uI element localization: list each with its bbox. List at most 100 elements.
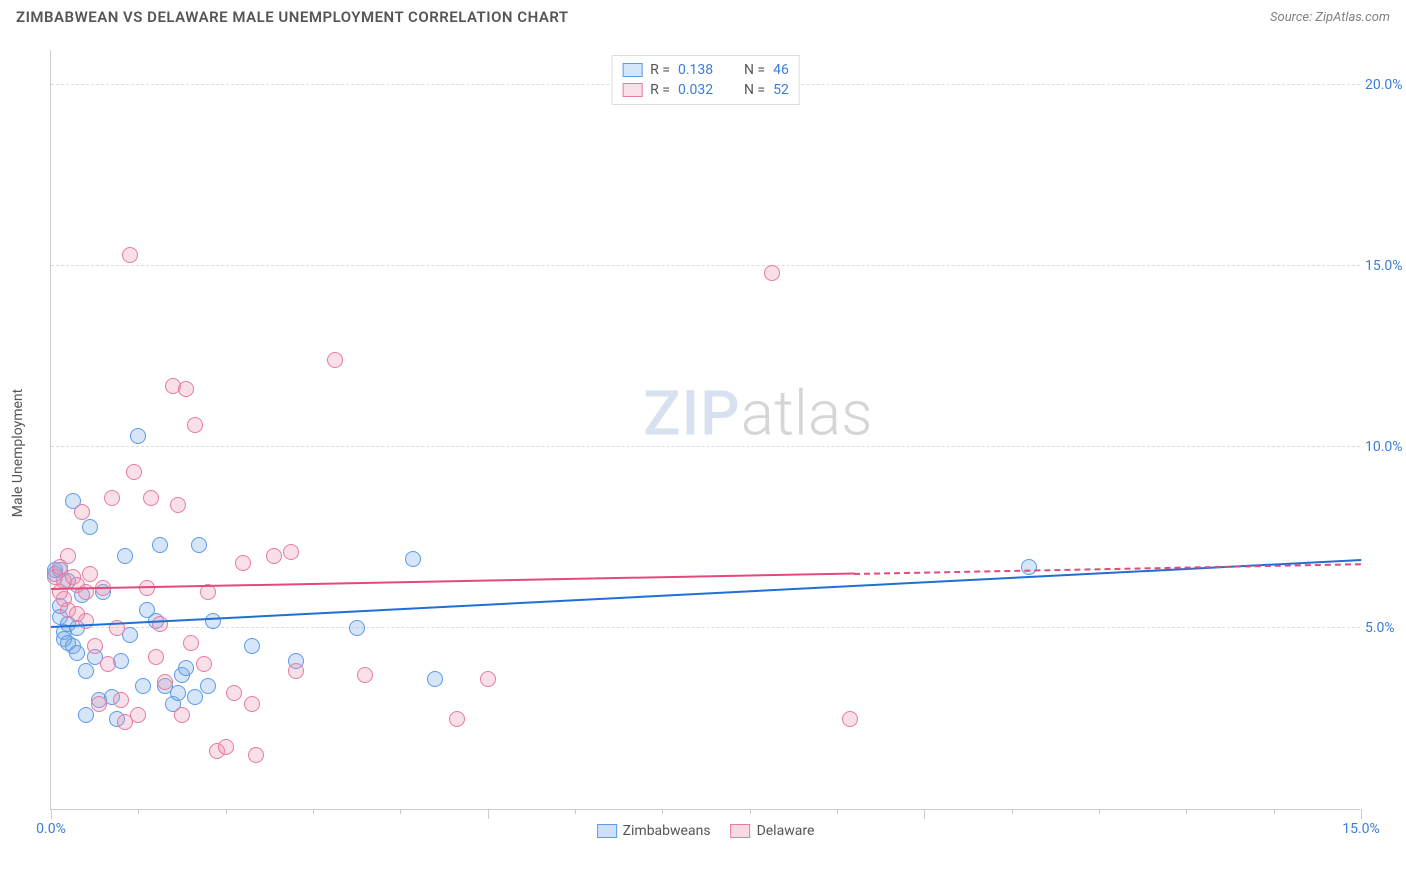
data-point: [69, 645, 85, 661]
data-point: [248, 747, 264, 763]
data-point: [78, 707, 94, 723]
x-tick-label: 0.0%: [36, 821, 66, 837]
data-point: [60, 548, 76, 564]
data-point: [218, 739, 234, 755]
data-point: [842, 711, 858, 727]
data-point: [191, 537, 207, 553]
gridline: [51, 265, 1360, 266]
x-tick: [1099, 809, 1100, 814]
data-point: [327, 352, 343, 368]
x-tick: [1012, 809, 1013, 814]
data-point: [152, 537, 168, 553]
data-point: [157, 674, 173, 690]
data-point: [78, 663, 94, 679]
data-point: [357, 667, 373, 683]
x-tick: [51, 809, 52, 819]
data-point: [113, 692, 129, 708]
data-point: [764, 265, 780, 281]
legend-n-label: N =: [744, 82, 765, 98]
x-tick: [1361, 809, 1362, 819]
data-point: [187, 689, 203, 705]
watermark-part1: ZIP: [643, 378, 741, 451]
data-point: [178, 660, 194, 676]
x-tick: [1186, 809, 1187, 814]
legend-r-label: R =: [650, 82, 670, 98]
correlation-legend: R = 0.138 N = 46 R = 0.032 N = 52: [611, 55, 800, 105]
legend-n-value: 52: [773, 82, 789, 98]
legend-r-value: 0.032: [678, 82, 726, 98]
data-point: [104, 490, 120, 506]
y-tick-label: 15.0%: [1365, 258, 1406, 274]
legend-label: Zimbabweans: [623, 823, 711, 839]
legend-swatch: [622, 83, 642, 97]
data-point: [226, 685, 242, 701]
legend-r-value: 0.138: [678, 62, 726, 78]
data-point: [235, 555, 251, 571]
watermark: ZIPatlas: [643, 378, 872, 451]
legend-n-value: 46: [773, 62, 789, 78]
data-point: [148, 649, 164, 665]
x-tick: [400, 809, 401, 814]
data-point: [143, 490, 159, 506]
data-point: [183, 635, 199, 651]
y-tick-label: 10.0%: [1365, 439, 1406, 455]
y-tick-label: 5.0%: [1365, 620, 1406, 636]
legend-swatch: [731, 824, 751, 838]
legend-row: R = 0.032 N = 52: [622, 80, 789, 100]
x-tick: [750, 809, 751, 814]
data-point: [82, 519, 98, 535]
legend-item: Delaware: [731, 823, 815, 839]
data-point: [288, 663, 304, 679]
data-point: [130, 707, 146, 723]
x-tick: [924, 809, 925, 819]
data-point: [187, 417, 203, 433]
chart-title: ZIMBABWEAN VS DELAWARE MALE UNEMPLOYMENT…: [16, 8, 569, 26]
data-point: [283, 544, 299, 560]
x-tick: [313, 809, 314, 814]
legend-swatch: [597, 824, 617, 838]
data-point: [480, 671, 496, 687]
x-tick-label: 15.0%: [1342, 821, 1380, 837]
legend-swatch: [622, 63, 642, 77]
legend-row: R = 0.138 N = 46: [622, 60, 789, 80]
data-point: [200, 678, 216, 694]
gridline: [51, 446, 1360, 447]
y-tick-label: 20.0%: [1365, 77, 1406, 93]
legend-n-label: N =: [744, 62, 765, 78]
chart-container: Male Unemployment ZIPatlas R =0.138N =46…: [50, 40, 1386, 850]
data-point: [349, 620, 365, 636]
data-point: [87, 638, 103, 654]
x-tick: [837, 809, 838, 814]
plot-area: ZIPatlas R =0.138N =46R =0.032N =52 Zimb…: [50, 50, 1360, 810]
data-point: [117, 548, 133, 564]
data-point: [449, 711, 465, 727]
gridline: [51, 627, 1360, 628]
watermark-part2: atlas: [741, 378, 873, 451]
trend-line: [51, 573, 854, 591]
source-attribution: Source: ZipAtlas.com: [1270, 10, 1390, 25]
data-point: [122, 247, 138, 263]
data-point: [152, 616, 168, 632]
y-axis-label: Male Unemployment: [10, 389, 26, 517]
data-point: [405, 551, 421, 567]
data-point: [244, 638, 260, 654]
data-point: [170, 497, 186, 513]
data-point: [427, 671, 443, 687]
data-point: [205, 613, 221, 629]
x-tick: [662, 809, 663, 814]
data-point: [135, 678, 151, 694]
x-tick: [575, 809, 576, 814]
x-tick: [226, 809, 227, 814]
legend-item: Zimbabweans: [597, 823, 711, 839]
data-point: [1021, 559, 1037, 575]
data-point: [178, 381, 194, 397]
data-point: [91, 696, 107, 712]
x-tick: [1274, 809, 1275, 814]
data-point: [74, 504, 90, 520]
data-point: [174, 707, 190, 723]
data-point: [244, 696, 260, 712]
data-point: [170, 685, 186, 701]
legend-r-label: R =: [650, 62, 670, 78]
data-point: [82, 566, 98, 582]
legend-label: Delaware: [757, 823, 815, 839]
